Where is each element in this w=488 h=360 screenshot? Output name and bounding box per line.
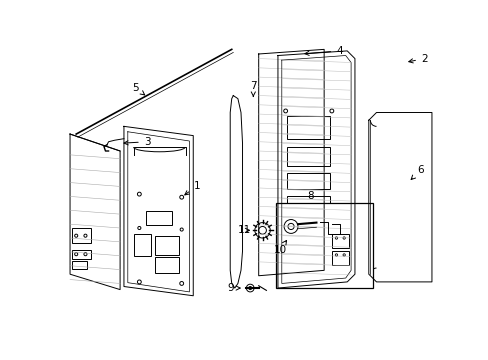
Bar bbox=[286, 116, 329, 139]
Text: 4: 4 bbox=[305, 46, 342, 56]
Bar bbox=[286, 172, 329, 189]
Bar bbox=[286, 147, 329, 166]
Text: 7: 7 bbox=[249, 81, 256, 96]
Bar bbox=[71, 228, 91, 243]
Text: 8: 8 bbox=[306, 191, 313, 201]
Text: 10: 10 bbox=[273, 240, 286, 255]
Bar bbox=[71, 261, 87, 269]
Bar bbox=[71, 249, 91, 259]
Bar bbox=[154, 236, 179, 255]
Bar bbox=[286, 219, 329, 238]
Bar bbox=[331, 234, 348, 248]
Text: 3: 3 bbox=[123, 137, 150, 147]
Text: 11: 11 bbox=[238, 225, 251, 235]
Text: 6: 6 bbox=[410, 165, 423, 180]
Bar bbox=[134, 234, 151, 256]
Bar bbox=[145, 211, 172, 225]
Bar bbox=[331, 251, 348, 265]
Text: 1: 1 bbox=[184, 181, 200, 195]
Text: 2: 2 bbox=[408, 54, 427, 64]
Text: 5: 5 bbox=[132, 83, 144, 95]
Bar bbox=[286, 195, 329, 213]
Text: 9: 9 bbox=[226, 283, 240, 293]
Bar bbox=[276, 203, 372, 288]
Bar bbox=[154, 257, 179, 273]
Bar bbox=[286, 245, 329, 262]
